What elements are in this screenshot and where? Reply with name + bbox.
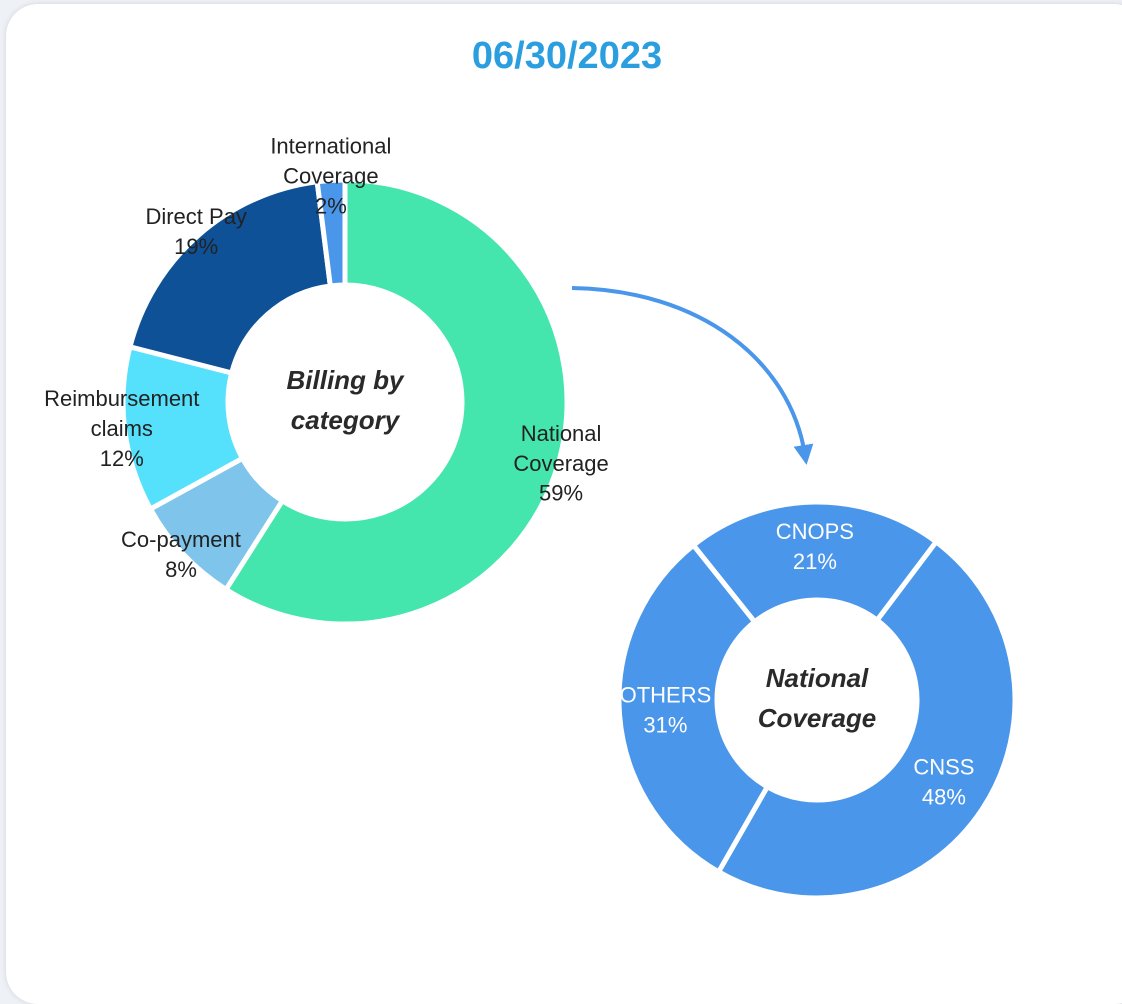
segment-label: CNSS xyxy=(913,754,974,779)
segment-label: National Coverage xyxy=(513,421,608,476)
segment-value: 2% xyxy=(315,193,347,218)
segment-value: 8% xyxy=(165,557,197,582)
segment-label: Direct Pay xyxy=(145,204,246,229)
center-label: National Coverage xyxy=(758,663,877,733)
segment-value: 21% xyxy=(793,549,837,574)
donut-segment xyxy=(689,499,940,626)
page-title: 06/30/2023 xyxy=(472,35,662,77)
donut-segment xyxy=(126,178,334,376)
segment-value: 48% xyxy=(922,784,966,809)
segment-label: Co-payment xyxy=(121,527,241,552)
donut-segment xyxy=(616,541,771,876)
chart: 06/30/2023 National Coverage 59% Co-payment… xyxy=(44,35,1018,901)
segment-label: Reimbursement claims xyxy=(44,386,199,441)
donut-segment xyxy=(222,177,570,627)
donut-segment xyxy=(314,177,348,289)
segment-label: OTHERS xyxy=(620,682,712,707)
center-label: Billing by category xyxy=(287,365,406,435)
segment-label: CNOPS xyxy=(776,519,854,544)
segment-value: 12% xyxy=(100,446,144,471)
segment-value: 31% xyxy=(643,712,687,737)
arrow xyxy=(571,286,814,465)
segment-value: 59% xyxy=(539,481,583,506)
page: 06/30/2023 National Coverage 59% Co-payment… xyxy=(6,4,1122,1004)
segment-label: International Coverage xyxy=(270,133,391,188)
segment-value: 19% xyxy=(174,234,218,259)
donut-segment xyxy=(715,538,1018,901)
